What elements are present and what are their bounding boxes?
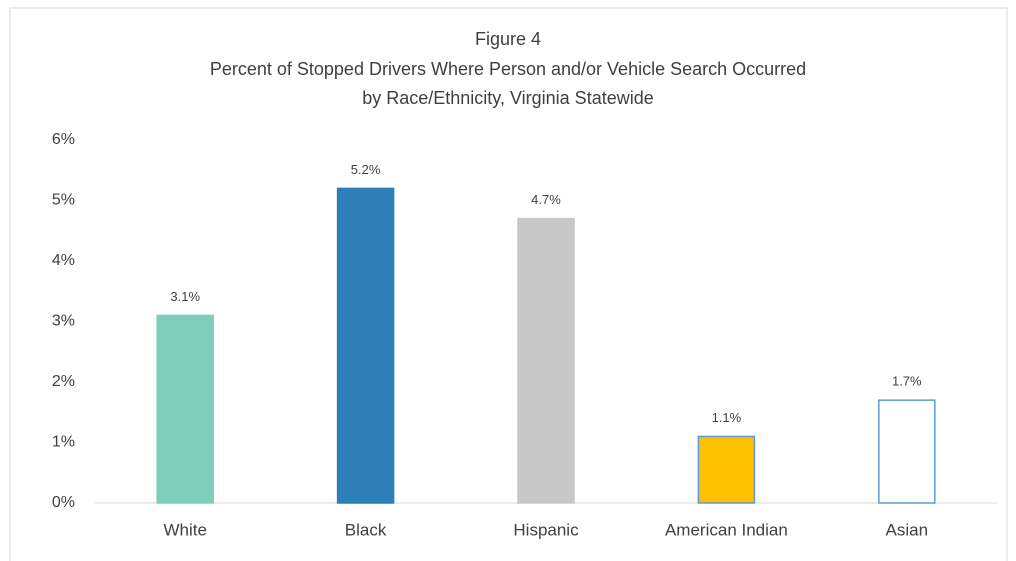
y-tick-label: 2% bbox=[52, 373, 75, 390]
x-tick-label: American Indian bbox=[665, 520, 788, 539]
y-tick-label: 6% bbox=[52, 131, 75, 148]
x-tick-label: White bbox=[163, 520, 206, 539]
y-tick-label: 3% bbox=[52, 313, 75, 330]
bar bbox=[336, 187, 395, 504]
value-label: 1.7% bbox=[892, 374, 922, 389]
value-label: 3.1% bbox=[170, 289, 200, 304]
x-tick-label: Hispanic bbox=[513, 520, 579, 539]
chart-subtitle: by Race/Ethnicity, Virginia Statewide bbox=[362, 88, 653, 108]
value-label: 1.1% bbox=[712, 410, 742, 425]
bar bbox=[517, 217, 575, 504]
y-tick-label: 5% bbox=[52, 192, 75, 209]
y-tick-label: 4% bbox=[52, 252, 75, 269]
bar bbox=[878, 399, 936, 504]
chart-subtitle: Percent of Stopped Drivers Where Person … bbox=[210, 59, 806, 79]
y-tick-label: 0% bbox=[52, 494, 75, 511]
x-tick-label: Black bbox=[345, 520, 387, 539]
bar bbox=[156, 314, 214, 504]
chart-title: Figure 4 bbox=[475, 29, 541, 49]
bar bbox=[697, 435, 756, 504]
x-tick-label: Asian bbox=[886, 520, 929, 539]
value-label: 4.7% bbox=[531, 192, 561, 207]
value-label: 5.2% bbox=[351, 162, 381, 177]
y-tick-label: 1% bbox=[52, 434, 75, 451]
